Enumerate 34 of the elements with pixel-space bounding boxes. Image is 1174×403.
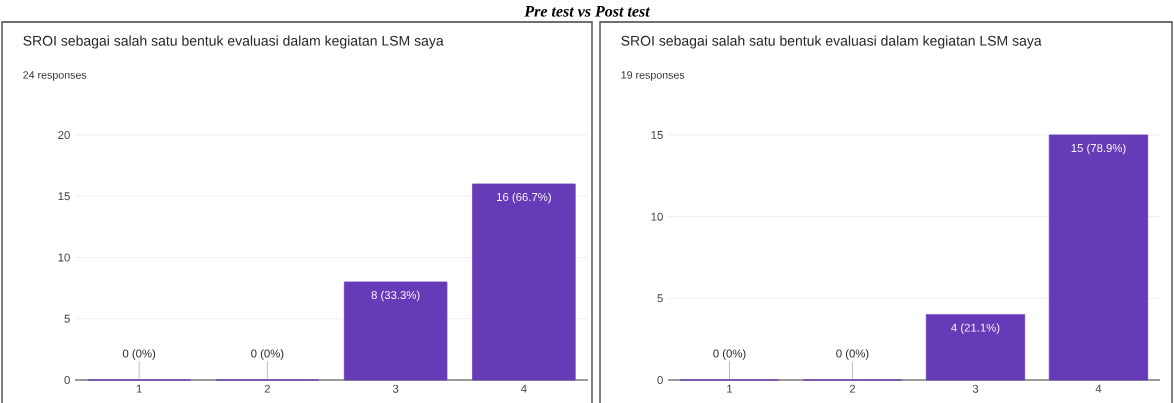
y-tick-label: 0 [64,375,70,384]
bar [1048,134,1149,381]
data-label: 0 (0%) [122,349,156,360]
chart-subtitle: 19 responses [621,71,685,81]
y-tick-label: 15 [58,192,70,201]
data-label: 15 (78.9%) [1071,143,1126,155]
y-tick-label: 5 [657,294,663,303]
x-tick-label: 2 [849,384,856,393]
text: Pre test vs Post test [524,6,651,17]
bar [343,281,448,381]
data-label: 4 (21.1%) [951,323,1000,334]
data-label: 0 (0%) [251,349,284,360]
x-tick-label: 3 [972,384,979,393]
y-tick-label: 10 [651,212,663,221]
chart-title: SROI sebagai salah satu bentuk evaluasi dalam kegiatan LSM saya [621,35,1042,49]
y-tick-label: 15 [651,131,663,139]
y-tick-label: 5 [64,314,70,323]
data-label: 8 (33.3%) [371,290,420,302]
y-tick-label: 20 [58,130,70,139]
chart-title: SROI sebagai salah satu bentuk evaluasi dalam kegiatan LSM saya [23,35,444,49]
bar [925,314,1026,381]
x-tick-label: 4 [520,384,527,393]
y-tick-label: 10 [58,253,70,262]
x-tick-label: 1 [136,384,142,393]
data-label: 16 (66.7%) [497,192,551,204]
x-tick-label: 3 [392,384,399,393]
x-tick-label: 4 [1095,384,1102,393]
bar [472,183,576,381]
data-label: 0 (0%) [713,349,746,360]
y-tick-label: 0 [657,375,663,384]
chart-subtitle: 24 responses [23,71,87,81]
x-tick-label: 2 [264,384,270,393]
data-label: 0 (0%) [836,349,869,360]
x-tick-label: 1 [727,384,733,393]
